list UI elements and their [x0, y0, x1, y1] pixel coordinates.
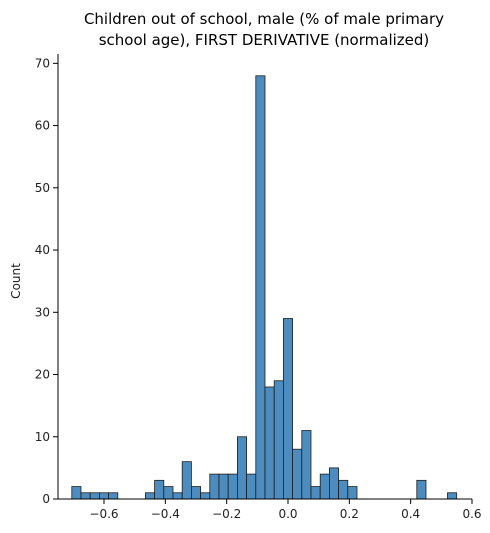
x-tick-label: −0.6 [89, 507, 118, 521]
histogram-bar [301, 430, 312, 500]
histogram-bar [255, 75, 266, 500]
histogram-bar [144, 492, 155, 500]
x-tick-label: 0.2 [340, 507, 359, 521]
y-tick-label: 20 [35, 368, 50, 382]
histogram-bar [190, 486, 201, 500]
histogram-bar [154, 479, 165, 500]
histogram-bar [347, 486, 358, 500]
histogram-bar [310, 486, 321, 500]
histogram-bar [338, 479, 349, 500]
histogram-bar [227, 473, 238, 500]
histogram-bar [89, 492, 100, 500]
chart-title-line-1: Children out of school, male (% of male … [84, 10, 444, 28]
histogram-bar [181, 461, 192, 500]
histogram-bar [80, 492, 91, 500]
x-ticks-group: −0.6 −0.4 −0.2 0.0 0.2 0.4 0.6 [89, 499, 482, 521]
histogram-bar [416, 479, 427, 500]
y-tick-label: 50 [35, 181, 50, 195]
y-tick-label: 40 [35, 243, 50, 257]
y-axis-label: Count [9, 263, 23, 299]
histogram-bar [99, 492, 110, 500]
x-tick-label: −0.2 [212, 507, 241, 521]
histogram-bar [447, 492, 458, 500]
y-tick-label: 70 [35, 56, 50, 70]
x-tick-label: 0.0 [278, 507, 297, 521]
histogram-bar [319, 473, 330, 500]
x-tick-label: 0.4 [401, 507, 420, 521]
histogram-bar [273, 380, 284, 500]
histogram-bar [71, 486, 82, 500]
histogram-bar [282, 318, 293, 500]
x-tick-label: 0.6 [462, 507, 481, 521]
histogram-bar [246, 473, 257, 500]
y-ticks-group: 0 10 20 30 40 50 60 70 [35, 56, 58, 506]
histogram-bar [209, 473, 220, 500]
histogram-bar [172, 492, 183, 500]
bars-group [71, 75, 458, 500]
chart-title-line-2: school age), FIRST DERIVATIVE (normalize… [99, 31, 430, 49]
histogram-bar [328, 467, 339, 500]
x-tick-label: −0.4 [151, 507, 180, 521]
histogram-bar [264, 386, 275, 500]
histogram-bar [236, 436, 247, 500]
histogram-bar [218, 473, 229, 500]
histogram-bar [200, 492, 211, 500]
y-tick-label: 60 [35, 119, 50, 133]
histogram-bar [292, 448, 303, 500]
y-tick-label: 10 [35, 430, 50, 444]
histogram-bar [108, 492, 119, 500]
histogram-bar [163, 486, 174, 500]
y-tick-label: 30 [35, 305, 50, 319]
y-tick-label: 0 [42, 492, 50, 506]
